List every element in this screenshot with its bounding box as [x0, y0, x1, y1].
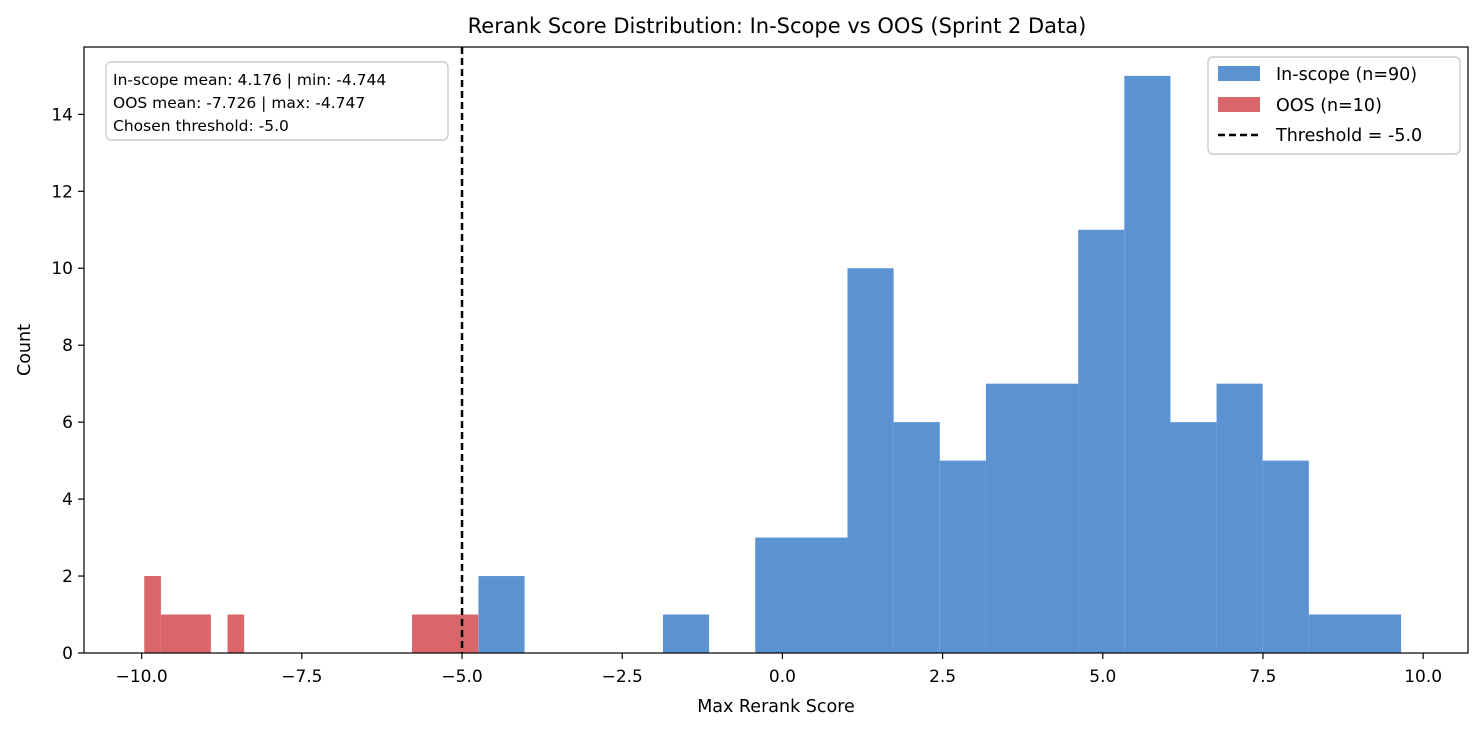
y-tick-label: 12 — [51, 182, 73, 202]
x-tick-label: −10.0 — [116, 667, 168, 687]
oos-bar-1 — [160, 614, 211, 653]
inscope-bar-12 — [1308, 614, 1402, 653]
y-tick-label: 0 — [62, 644, 73, 664]
plot-frame — [83, 46, 1469, 654]
x-tick-label: 5.0 — [1089, 667, 1116, 687]
x-tick-label: 0.0 — [769, 667, 796, 687]
legend-label-oos: OOS (n=10) — [1276, 96, 1382, 116]
inscope-bar-9 — [1170, 422, 1217, 653]
y-axis-label: Count — [15, 324, 35, 376]
x-tick-label: 7.5 — [1249, 667, 1276, 687]
y-tick-label: 2 — [62, 567, 73, 587]
y-axis-ticks: 0 2 4 6 8 10 12 14 — [51, 105, 84, 664]
legend-frame — [1207, 56, 1461, 155]
stats-box: In-scope mean: 4.176 | min: -4.744 OOS m… — [105, 61, 449, 141]
legend-swatch-oos — [1218, 97, 1260, 112]
stats-line-threshold: Chosen threshold: -5.0 — [113, 117, 289, 135]
stats-line-oos: OOS mean: -7.726 | max: -4.747 — [113, 94, 365, 112]
x-tick-label: −5.0 — [441, 667, 482, 687]
oos-bar-2 — [227, 614, 245, 653]
inscope-bar-8 — [1124, 75, 1171, 654]
inscope-bar-2 — [755, 537, 848, 653]
y-tick-label: 8 — [62, 336, 73, 356]
inscope-bar-6 — [985, 383, 1079, 653]
legend-swatch-inscope — [1218, 66, 1260, 81]
oos-bar-3 — [412, 614, 479, 653]
stats-box-frame — [105, 61, 449, 141]
bars-layer — [144, 75, 1402, 654]
stats-line-inscope: In-scope mean: 4.176 | min: -4.744 — [113, 71, 386, 89]
inscope-bar-11 — [1262, 460, 1309, 653]
y-tick-label: 4 — [62, 490, 73, 510]
inscope-bar-10 — [1216, 383, 1263, 653]
legend-label-inscope: In-scope (n=90) — [1276, 65, 1417, 85]
x-tick-label: 2.5 — [929, 667, 956, 687]
x-tick-label: −2.5 — [602, 667, 643, 687]
chart-title: Rerank Score Distribution: In-Scope vs O… — [468, 14, 1087, 38]
inscope-bar-1 — [662, 614, 710, 653]
inscope-bar-3 — [847, 268, 894, 653]
y-tick-label: 6 — [62, 413, 73, 433]
inscope-bar-0 — [478, 576, 525, 653]
legend: In-scope (n=90) OOS (n=10) Threshold = -… — [1207, 56, 1461, 155]
y-tick-label: 10 — [51, 259, 73, 279]
x-axis-label: Max Rerank Score — [697, 697, 855, 717]
oos-bar-0 — [144, 576, 161, 653]
y-tick-label: 14 — [51, 105, 73, 125]
inscope-bar-7 — [1078, 229, 1125, 653]
x-tick-label: 10.0 — [1404, 667, 1442, 687]
inscope-bar-5 — [939, 460, 986, 653]
inscope-bar-4 — [893, 422, 940, 653]
x-axis-ticks: −10.0 −7.5 −5.0 −2.5 0.0 2.5 5.0 7.5 10.0 — [116, 653, 1442, 687]
legend-label-threshold: Threshold = -5.0 — [1275, 126, 1422, 146]
x-tick-label: −7.5 — [281, 667, 322, 687]
